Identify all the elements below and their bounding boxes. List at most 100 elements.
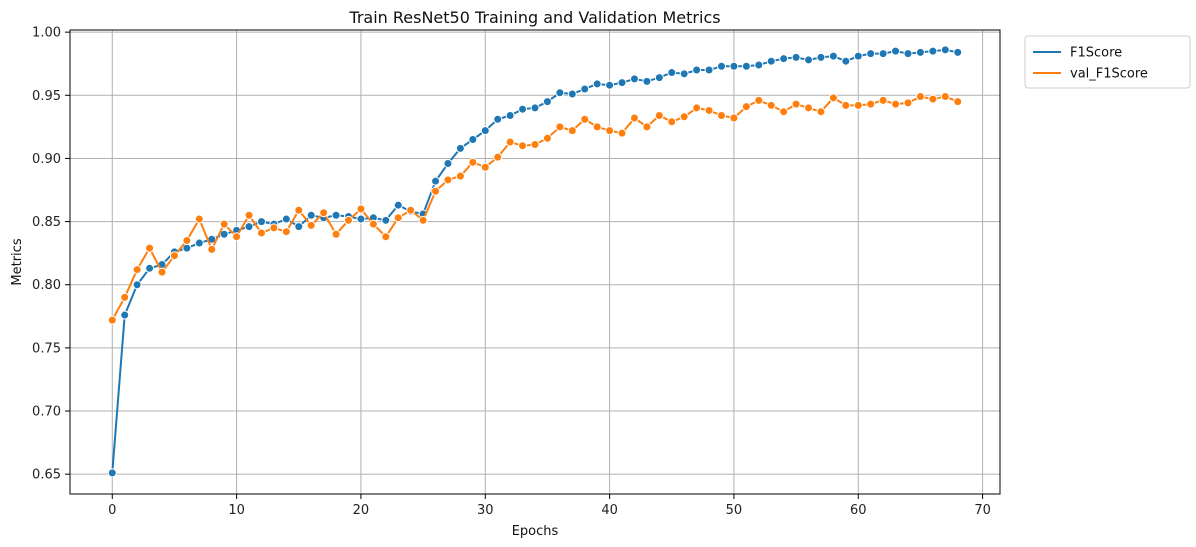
y-tick-label: 0.80 bbox=[32, 278, 61, 293]
data-point bbox=[729, 61, 739, 71]
data-point bbox=[455, 171, 465, 181]
legend: F1Score val_F1Score bbox=[1024, 35, 1191, 89]
data-point bbox=[157, 267, 167, 277]
data-point bbox=[120, 310, 130, 320]
data-point bbox=[306, 220, 316, 230]
data-point bbox=[866, 49, 876, 59]
x-tick-label: 0 bbox=[108, 503, 116, 518]
series-val_F1Score bbox=[107, 92, 963, 325]
data-point bbox=[468, 135, 478, 144]
data-point bbox=[107, 468, 117, 478]
data-point bbox=[654, 73, 664, 83]
x-tick-label: 50 bbox=[726, 503, 743, 518]
data-point bbox=[393, 200, 403, 210]
data-point bbox=[903, 98, 913, 108]
data-point bbox=[555, 122, 565, 132]
data-point bbox=[592, 79, 602, 89]
y-tick-label: 0.65 bbox=[32, 468, 61, 483]
data-point bbox=[605, 126, 615, 136]
data-point bbox=[779, 54, 789, 64]
data-point bbox=[791, 99, 801, 109]
chart-title: Train ResNet50 Training and Validation M… bbox=[348, 8, 720, 27]
data-point bbox=[667, 117, 677, 127]
data-point bbox=[356, 204, 366, 214]
data-point bbox=[841, 56, 851, 66]
gridlines bbox=[70, 30, 1000, 494]
y-axis: 0.65 0.70 0.75 0.80 0.85 0.90 0.95 1.00 bbox=[32, 26, 70, 483]
data-point bbox=[443, 158, 453, 168]
x-tick-label: 10 bbox=[228, 503, 245, 518]
data-point bbox=[145, 263, 155, 273]
data-point bbox=[915, 47, 925, 57]
data-point bbox=[754, 95, 764, 105]
y-tick-label: 0.90 bbox=[32, 152, 61, 167]
data-point bbox=[555, 88, 565, 98]
data-point bbox=[704, 65, 714, 75]
data-point bbox=[766, 100, 776, 110]
x-axis: 0 10 20 30 40 50 60 70 bbox=[108, 494, 991, 518]
y-tick-label: 0.75 bbox=[32, 341, 61, 356]
data-point bbox=[903, 49, 913, 59]
data-point bbox=[940, 45, 950, 55]
data-point bbox=[468, 157, 478, 167]
data-point bbox=[480, 162, 490, 172]
data-point bbox=[953, 47, 963, 57]
data-point bbox=[642, 76, 652, 86]
data-point bbox=[816, 107, 826, 117]
data-point bbox=[306, 210, 316, 220]
x-axis-label: Epochs bbox=[512, 524, 559, 539]
data-point bbox=[530, 140, 540, 150]
data-point bbox=[853, 100, 863, 110]
data-point bbox=[381, 215, 391, 225]
data-point bbox=[194, 214, 204, 224]
data-point bbox=[567, 126, 577, 136]
data-point bbox=[928, 46, 938, 56]
data-point bbox=[816, 52, 826, 62]
data-point bbox=[804, 103, 814, 113]
data-point bbox=[717, 111, 726, 120]
data-point bbox=[418, 215, 428, 225]
data-point bbox=[132, 265, 142, 275]
x-tick-label: 70 bbox=[974, 503, 991, 518]
data-point bbox=[256, 228, 266, 238]
data-point bbox=[853, 51, 863, 61]
data-point bbox=[244, 222, 254, 232]
data-point bbox=[542, 133, 552, 143]
data-point bbox=[878, 95, 888, 105]
data-point bbox=[368, 219, 378, 229]
data-point bbox=[145, 243, 155, 253]
data-point bbox=[132, 280, 142, 290]
data-point bbox=[617, 128, 627, 138]
data-point bbox=[207, 244, 217, 254]
data-point bbox=[766, 56, 776, 66]
data-point bbox=[592, 122, 602, 132]
data-point bbox=[244, 210, 254, 220]
plot-frame bbox=[69, 29, 1001, 495]
data-point bbox=[629, 74, 639, 84]
data-point bbox=[580, 84, 590, 94]
data-point bbox=[281, 227, 291, 237]
legend-label: F1Score bbox=[1070, 46, 1122, 61]
data-point bbox=[605, 80, 615, 90]
data-point bbox=[431, 176, 441, 186]
data-point bbox=[841, 100, 851, 110]
data-point bbox=[319, 208, 329, 218]
data-point bbox=[542, 97, 552, 107]
data-point bbox=[530, 103, 540, 113]
data-point bbox=[878, 49, 888, 59]
data-point bbox=[107, 315, 117, 325]
x-tick-label: 60 bbox=[850, 503, 867, 518]
data-point bbox=[331, 229, 341, 239]
data-point bbox=[692, 65, 702, 75]
y-tick-label: 0.85 bbox=[32, 215, 61, 230]
data-point bbox=[443, 175, 453, 185]
data-point bbox=[828, 93, 838, 103]
data-point bbox=[679, 69, 689, 79]
data-point bbox=[953, 97, 963, 107]
data-point bbox=[580, 114, 590, 124]
data-point bbox=[294, 205, 304, 215]
data-point bbox=[393, 213, 403, 223]
data-point bbox=[642, 122, 652, 132]
data-point bbox=[567, 89, 577, 99]
